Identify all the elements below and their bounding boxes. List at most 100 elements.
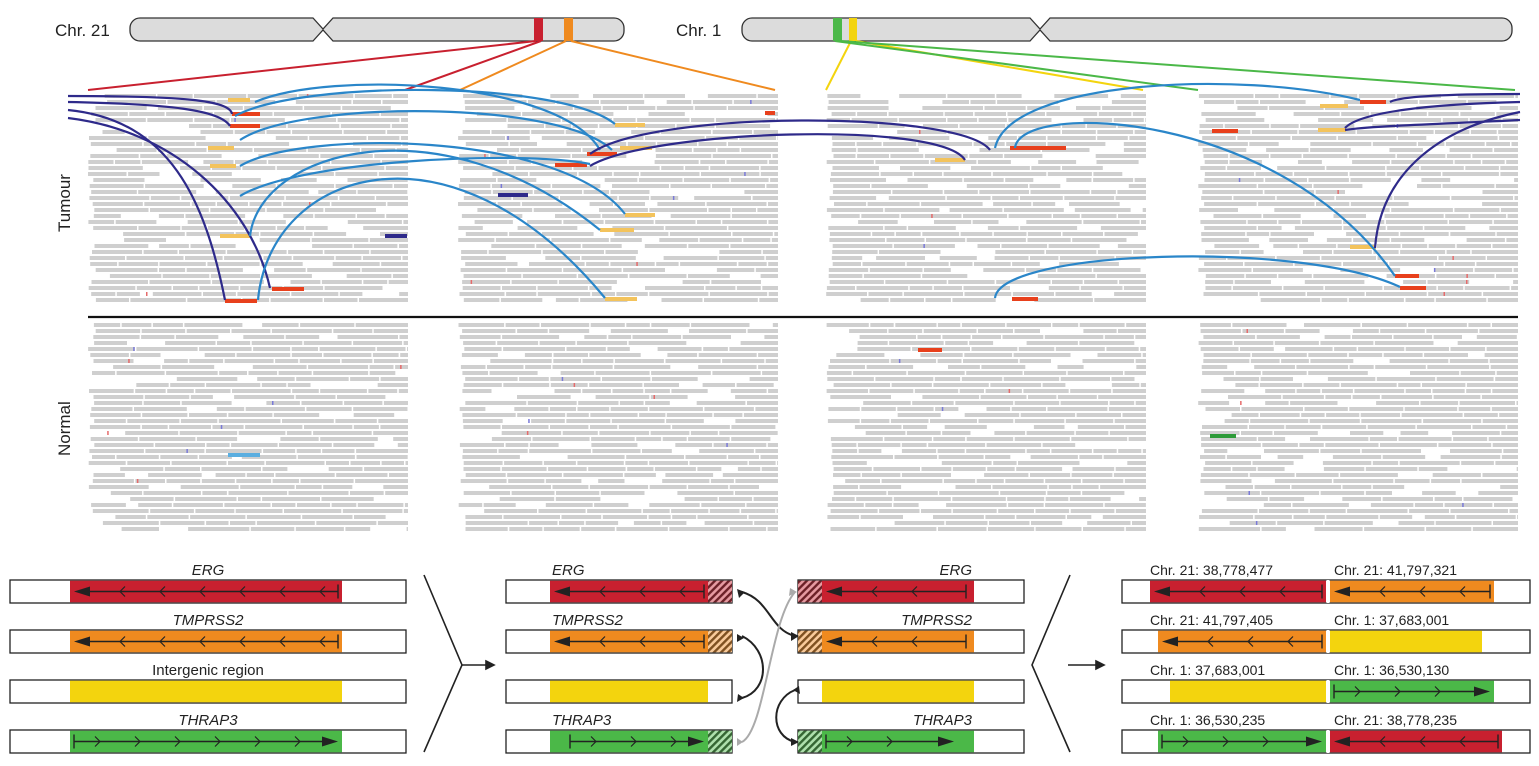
read — [985, 515, 1015, 519]
read — [1453, 437, 1488, 441]
read — [971, 347, 1018, 351]
read — [181, 226, 207, 230]
read — [500, 298, 543, 302]
read — [1369, 437, 1397, 441]
read — [290, 280, 321, 284]
read — [589, 383, 643, 387]
read — [252, 365, 307, 369]
read — [398, 389, 408, 393]
read — [582, 148, 634, 152]
read — [304, 106, 341, 110]
mismatch — [573, 383, 576, 387]
read — [849, 329, 888, 333]
read — [1493, 521, 1518, 525]
read — [1274, 479, 1332, 483]
mismatch — [561, 377, 564, 381]
read — [578, 401, 619, 405]
read — [876, 256, 925, 260]
read — [669, 232, 731, 236]
read — [1292, 136, 1337, 140]
read — [91, 190, 137, 194]
read — [1325, 443, 1379, 447]
read — [1204, 100, 1235, 104]
read — [461, 353, 498, 357]
read — [139, 437, 196, 441]
read — [1342, 497, 1382, 501]
mismatch — [526, 431, 529, 435]
read — [963, 178, 1004, 182]
read — [582, 359, 614, 363]
read — [1145, 118, 1146, 122]
read — [458, 184, 491, 188]
read — [173, 286, 198, 290]
read — [1201, 365, 1228, 369]
read — [391, 124, 408, 128]
read — [661, 166, 684, 170]
read — [165, 341, 216, 345]
read — [464, 100, 527, 104]
read — [216, 407, 245, 411]
read — [555, 214, 601, 218]
read — [1356, 130, 1409, 134]
read — [897, 407, 934, 411]
read — [1013, 353, 1071, 357]
read — [1466, 383, 1518, 387]
read — [389, 473, 408, 477]
read — [584, 335, 607, 339]
read — [1426, 329, 1478, 333]
read — [1377, 256, 1437, 260]
read — [1074, 208, 1131, 212]
read — [649, 461, 688, 465]
read — [524, 353, 552, 357]
normal-row-label: Normal — [55, 401, 74, 456]
read — [694, 196, 751, 200]
read — [200, 130, 234, 134]
read — [271, 329, 332, 333]
read — [1325, 395, 1352, 399]
read — [1083, 118, 1113, 122]
read — [1079, 455, 1103, 459]
read — [985, 455, 1011, 459]
read — [1014, 437, 1070, 441]
read — [777, 136, 778, 140]
read — [1499, 136, 1518, 140]
read — [1083, 220, 1140, 224]
read — [728, 455, 759, 459]
read — [1234, 280, 1271, 284]
mismatch — [636, 262, 638, 266]
read — [347, 220, 402, 224]
read — [1257, 467, 1285, 471]
read — [1421, 178, 1451, 182]
read — [237, 292, 290, 296]
read — [582, 244, 622, 248]
read — [1496, 371, 1518, 375]
read — [254, 148, 307, 152]
read — [829, 196, 877, 200]
read — [1012, 262, 1040, 266]
read — [250, 527, 295, 531]
tumour-panel-intergenic — [826, 94, 1146, 302]
read — [89, 136, 147, 140]
read — [826, 323, 869, 327]
read — [1135, 401, 1146, 405]
read — [1198, 341, 1233, 345]
read — [1373, 250, 1399, 254]
read — [1142, 449, 1146, 453]
read — [1324, 335, 1351, 339]
read — [952, 467, 986, 471]
read — [755, 268, 778, 272]
read — [885, 280, 947, 284]
read — [339, 196, 375, 200]
read — [354, 94, 392, 98]
mismatch — [186, 449, 188, 453]
read — [833, 485, 858, 489]
read — [928, 443, 986, 447]
read — [1494, 503, 1518, 507]
read — [866, 365, 914, 369]
read — [458, 202, 497, 206]
read — [581, 527, 615, 531]
read — [947, 118, 978, 122]
read — [1059, 256, 1115, 260]
read — [265, 461, 325, 465]
read — [1117, 190, 1146, 194]
